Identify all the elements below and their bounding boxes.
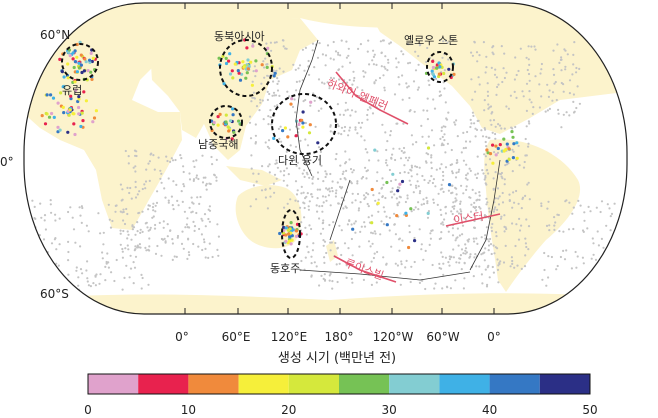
seamount-points [31,39,621,291]
region-circles [61,39,454,259]
legend-bin-9 [539,374,590,394]
age-color-bar [87,373,591,395]
lon-label-0-east: 0° [487,330,501,344]
label-europe: 유럽 [62,83,82,97]
legend-tick-label: 10 [181,403,196,417]
lon-label-0: 0° [175,330,189,344]
legend-tick-label: 20 [281,403,296,417]
bottom-ticks [184,308,495,314]
europe-circle [61,43,99,81]
south-china-sea-circle [209,105,243,139]
ridge-pacific-antarctic [299,269,471,281]
top-ticks [184,3,443,9]
lon-label-60e: 60°E [222,330,251,344]
legend-bin-1 [138,374,189,394]
louisville-line [333,255,397,283]
land-europe-africa [24,20,182,230]
hawaii-emperor-line [335,71,409,125]
legend-bin-5 [339,374,390,394]
land-australia [235,185,302,249]
lon-label-180: 180° [325,330,354,344]
legend-title: 생성 시기 (백만년 전) [278,351,396,366]
yellowstone-circle [426,51,454,83]
dated-seamount-points [40,38,519,250]
legend-tick-label: 30 [382,403,397,417]
easter-line [445,213,501,227]
legend-bin-8 [489,374,540,394]
label-east-australia: 동호주 [270,262,300,275]
label-darwin-rise: 다윈 융기 [278,153,322,167]
globe-outline [23,2,628,315]
legend-bin-7 [439,374,490,394]
legend-bin-6 [389,374,440,394]
northeast-asia-circle [219,39,273,97]
lat-label-60s: 60°S [40,287,69,301]
lon-label-60w: 60°W [426,330,459,344]
lon-label-120w: 120°W [373,330,414,344]
legend-bin-4 [288,374,339,394]
label-easter: 이스터 [453,210,485,227]
legend-bin-0 [88,374,139,394]
land-south-america [484,139,581,292]
age-color-bar-ticks: 0 10 20 30 40 50 [84,403,597,417]
lon-label-120e: 120°E [271,330,308,344]
label-northeast-asia: 동북아시아 [214,30,265,43]
land-antarctica [24,293,627,314]
land-indonesia [226,166,282,186]
hotspot-chain-lines [333,71,501,283]
label-south-china-sea: 남중국해 [198,137,238,151]
legend-tick-label: 50 [582,403,597,417]
legend-bin-2 [188,374,239,394]
darwin-rise-circle [271,93,337,155]
trench-tonga [329,179,351,241]
ridge-east-pacific [469,159,501,271]
label-yellowstone: 옐로우 스톤 [404,34,458,47]
legend-tick-label: 0 [84,403,92,417]
east-australia-circle [281,209,301,259]
legend-bin-3 [238,374,289,394]
lat-label-0: 0° [0,155,14,169]
legend-frame [87,373,591,395]
legend-tick-label: 40 [482,403,497,417]
lat-label-60n: 60°N [40,28,70,42]
